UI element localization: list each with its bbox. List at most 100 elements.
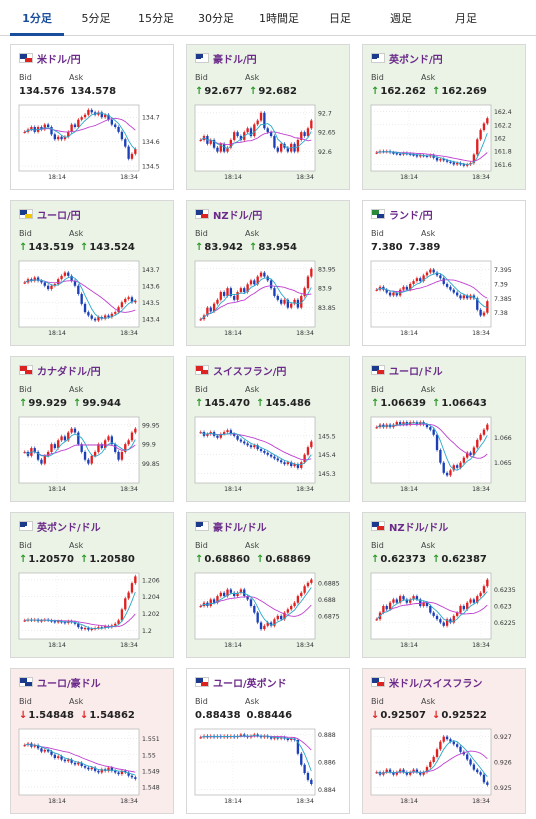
price-labels: Bid Ask — [371, 697, 517, 707]
chart-svg: 162.4 162.2 162 161.8 161.6 18:14 18:34 — [370, 104, 512, 181]
candle-body — [114, 312, 117, 314]
tab-0[interactable]: 1分足 — [8, 0, 66, 36]
currency-pair-name[interactable]: 豪ドル/ドル — [213, 522, 267, 534]
rate-card[interactable]: カナダドル/円 Bid Ask ↑ 99.929 ↑ 99.944 99.95 99.9 99.8… — [10, 356, 174, 502]
moving-average-long — [376, 601, 488, 620]
plot-area — [18, 416, 140, 484]
candle-body — [296, 596, 300, 603]
rate-card[interactable]: NZドル/円 Bid Ask ↑ 83.942 ↑ 83.954 83.95 83.9 83.85… — [186, 200, 350, 346]
candle-body — [459, 163, 462, 165]
currency-pair-name[interactable]: カナダドル/円 — [37, 366, 101, 378]
rate-card[interactable]: 豪ドル/ドル Bid Ask ↑ 0.68860 ↑ 0.68869 0.6885 0.688 0… — [186, 512, 350, 658]
x-tick-label: 18:34 — [296, 798, 314, 805]
currency-pair-name[interactable]: スイスフラン/円 — [213, 366, 287, 378]
mini-candlestick-chart[interactable]: 162.4 162.2 162 161.8 161.6 18:14 18:34 — [369, 101, 519, 185]
mini-candlestick-chart[interactable]: 0.888 0.886 0.884 18:14 18:34 — [193, 725, 343, 809]
tab-3[interactable]: 30分足 — [198, 11, 234, 25]
tab-1[interactable]: 5分足 — [81, 11, 111, 25]
y-tick-label: 99.85 — [142, 461, 160, 468]
mini-candlestick-chart[interactable]: 1.206 1.204 1.202 1.2 18:14 18:34 — [17, 569, 167, 653]
bid-label: Bid — [371, 229, 384, 238]
currency-pair-name[interactable]: ユーロ/ドル — [389, 366, 443, 378]
currency-pair-name[interactable]: 英ポンド/ドル — [37, 522, 101, 534]
rate-card[interactable]: ユーロ/英ポンド Bid Ask 0.88438 0.88446 0.888 0.886 0.… — [186, 668, 350, 814]
rate-card[interactable]: 英ポンド/ドル Bid Ask ↑ 1.20570 ↑ 1.20580 1.206 1.204 1… — [10, 512, 174, 658]
rate-card[interactable]: ユーロ/豪ドル Bid Ask ↓ 1.54848 ↓ 1.54862 1.551 1.55 1.… — [10, 668, 174, 814]
chart-svg: 145.5 145.4 145.3 18:14 18:34 — [194, 416, 336, 493]
mini-candlestick-chart[interactable]: 0.927 0.926 0.925 18:14 18:34 — [369, 725, 519, 809]
candle-body — [226, 430, 229, 433]
tab-2[interactable]: 15分足 — [138, 11, 174, 25]
y-tick-label: 7.385 — [494, 296, 512, 303]
candle-body — [303, 454, 306, 463]
candle-body — [243, 734, 246, 736]
candle-body — [229, 589, 233, 593]
candle-body — [87, 459, 90, 464]
x-tick-label: 18:34 — [120, 798, 138, 805]
mini-candlestick-chart[interactable]: 0.6885 0.688 0.6875 18:14 18:34 — [193, 569, 343, 653]
candle-body — [310, 579, 313, 583]
rate-card[interactable]: 英ポンド/円 Bid Ask ↑ 162.262 ↑ 162.269 162.4 162.2 16… — [362, 44, 526, 190]
candle-body — [243, 589, 246, 597]
candle-body — [30, 279, 33, 281]
mini-candlestick-chart[interactable]: 7.395 7.39 7.385 7.38 18:14 18:34 — [369, 257, 519, 341]
moving-average-short — [200, 431, 312, 466]
bid-value: 1.54848 — [28, 709, 74, 721]
currency-pair-name[interactable]: ユーロ/円 — [37, 210, 81, 222]
rate-card[interactable]: スイスフラン/円 Bid Ask ↑ 145.470 ↑ 145.486 145.5 145.4… — [186, 356, 350, 502]
candle-body — [303, 764, 306, 773]
currency-pair-name[interactable]: 豪ドル/円 — [213, 54, 257, 66]
mini-candlestick-chart[interactable]: 145.5 145.4 145.3 18:14 18:34 — [193, 413, 343, 497]
rate-card[interactable]: ランド/円 Bid Ask 7.380 7.389 7.395 7.39 7.385 7.38 1… — [362, 200, 526, 346]
tab-7[interactable]: 月足 — [455, 11, 477, 25]
currency-pair-name[interactable]: ランド/円 — [389, 210, 433, 222]
candle-body — [199, 606, 202, 608]
currency-pair-name[interactable]: 米ドル/スイスフラン — [389, 678, 483, 690]
candle-body — [67, 131, 70, 137]
mini-candlestick-chart[interactable]: 1.066 1.065 18:14 18:34 — [369, 413, 519, 497]
candle-body — [60, 275, 63, 280]
tab-4[interactable]: 1時間足 — [259, 11, 299, 25]
rate-card[interactable]: NZドル/ドル Bid Ask ↑ 0.62373 ↑ 0.62387 0.6235 0.623… — [362, 512, 526, 658]
rate-card[interactable]: 豪ドル/円 Bid Ask ↑ 92.677 ↑ 92.682 92.7 92.65 92.6 18… — [186, 44, 350, 190]
candle-body — [229, 430, 233, 434]
currency-pair-name[interactable]: NZドル/ドル — [389, 522, 449, 534]
mini-candlestick-chart[interactable]: 1.551 1.55 1.549 1.548 18:14 18:34 — [17, 725, 167, 809]
currency-pair-name[interactable]: ユーロ/英ポンド — [213, 678, 287, 690]
candle-body — [93, 318, 97, 321]
currency-pair-name[interactable]: NZドル/円 — [213, 210, 263, 222]
candle-body — [70, 124, 73, 132]
rate-card[interactable]: ユーロ/ドル Bid Ask ↑ 1.06639 ↑ 1.06643 1.066 1.065 18… — [362, 356, 526, 502]
currency-flag-icon — [19, 365, 33, 375]
candle-body — [286, 609, 290, 613]
currency-pair-name[interactable]: ユーロ/豪ドル — [37, 678, 101, 690]
mini-candlestick-chart[interactable]: 99.95 99.9 99.85 18:14 18:34 — [17, 413, 167, 497]
mini-candlestick-chart[interactable]: 83.95 83.9 83.85 18:14 18:34 — [193, 257, 343, 341]
mini-candlestick-chart[interactable]: 134.7 134.6 134.5 18:14 18:34 — [17, 101, 167, 185]
rate-card[interactable]: ユーロ/円 Bid Ask ↑ 143.519 ↑ 143.524 143.7 143.6 143… — [10, 200, 174, 346]
currency-pair-name[interactable]: 米ドル/円 — [37, 54, 81, 66]
mini-candlestick-chart[interactable]: 0.6235 0.623 0.6225 18:14 18:34 — [369, 569, 519, 653]
tab-5[interactable]: 日足 — [329, 11, 351, 25]
candle-body — [479, 772, 482, 775]
mini-candlestick-chart[interactable]: 92.7 92.65 92.6 18:14 18:34 — [193, 101, 343, 185]
candle-body — [120, 609, 124, 621]
rate-card[interactable]: 米ドル/スイスフラン Bid Ask ↓ 0.92507 ↓ 0.92522 0.927 0.9… — [362, 668, 526, 814]
candle-body — [472, 447, 476, 456]
candle-body — [395, 772, 398, 775]
candle-body — [77, 432, 80, 445]
ask-value: 99.944 — [82, 397, 121, 409]
candle-body — [212, 139, 216, 148]
rate-card[interactable]: 米ドル/円 Bid Ask 134.576 134.578 134.7 134.6 134.5… — [10, 44, 174, 190]
candle-body — [216, 147, 219, 152]
currency-pair-name[interactable]: 英ポンド/円 — [389, 54, 443, 66]
candle-body — [263, 625, 266, 630]
candle-body — [439, 619, 442, 623]
ask-label: Ask — [421, 385, 436, 394]
candle-body — [124, 298, 127, 303]
card-header: NZドル/ドル — [371, 519, 517, 534]
y-tick-label: 7.38 — [494, 310, 508, 317]
y-tick-label: 1.202 — [142, 611, 160, 618]
tab-6[interactable]: 週足 — [390, 11, 412, 25]
mini-candlestick-chart[interactable]: 143.7 143.6 143.5 143.4 18:14 18:34 — [17, 257, 167, 341]
